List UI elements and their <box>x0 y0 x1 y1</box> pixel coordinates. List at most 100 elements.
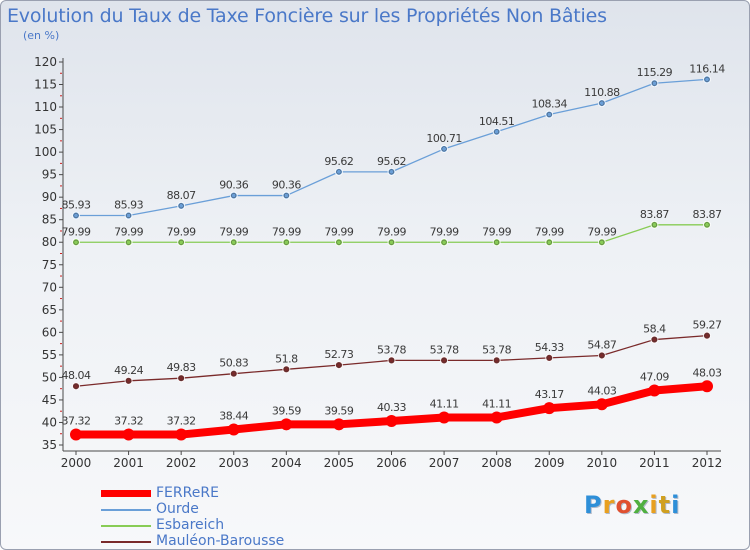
chart-subtitle: (en %) <box>23 29 60 42</box>
legend-swatch <box>101 490 151 497</box>
x-tick-label: 2007 <box>429 456 460 470</box>
x-tick-label: 2012 <box>692 456 723 470</box>
data-label: 108.34 <box>532 98 568 111</box>
data-point-core <box>704 333 710 339</box>
data-label: 37.32 <box>62 415 91 428</box>
chart-title: Evolution du Taux de Taxe Foncière sur l… <box>7 5 607 27</box>
data-label: 79.99 <box>430 225 459 238</box>
y-tick-label: 60 <box>42 325 57 339</box>
y-minor-tick <box>60 117 62 119</box>
y-minor-tick <box>60 365 62 367</box>
x-tick-label: 2008 <box>481 456 512 470</box>
chart-axes: 35 40 45 50 55 60 65 70 75 80 85 90 95 100 105 110 115 12… <box>34 55 722 470</box>
y-minor-tick <box>60 298 62 300</box>
data-label: 116.14 <box>689 62 725 75</box>
data-label: 83.87 <box>693 208 722 221</box>
data-point-core <box>178 239 184 245</box>
data-label: 49.24 <box>114 364 143 377</box>
data-point <box>227 423 240 436</box>
legend-label: Esbareich <box>156 517 225 533</box>
logo-letter: x <box>632 491 650 519</box>
legend-swatch <box>101 509 151 511</box>
data-point-core <box>231 193 237 198</box>
data-point <box>543 402 556 415</box>
y-minor-tick <box>60 72 62 74</box>
data-point <box>175 428 188 441</box>
data-point-core <box>494 129 500 135</box>
y-tick-label: 45 <box>42 393 57 407</box>
data-label: 54.33 <box>535 341 564 354</box>
data-point <box>701 380 713 393</box>
data-point-core <box>231 239 237 245</box>
data-point-core <box>652 80 657 86</box>
logo-letter: i <box>671 491 681 519</box>
data-point-core <box>389 239 394 245</box>
data-point-core <box>178 203 184 209</box>
data-label: 100.71 <box>426 132 462 145</box>
data-point-core <box>599 353 605 358</box>
data-point-core <box>336 239 342 245</box>
legend-label: Mauléon-Barousse <box>156 533 285 549</box>
data-point-core <box>73 383 79 389</box>
data-point-core <box>652 222 657 228</box>
chart-data-labels: 85.93 85.93 88.07 90.36 90.36 95.62 95.62 100.7… <box>62 62 726 427</box>
data-label: 48.03 <box>693 366 722 379</box>
y-minor-tick <box>60 343 62 345</box>
y-minor-tick <box>60 388 62 390</box>
data-label: 95.62 <box>377 155 406 168</box>
data-label: 41.11 <box>482 397 511 410</box>
x-tick-label: 2011 <box>639 456 670 470</box>
data-label: 40.33 <box>377 401 406 414</box>
legend-swatch <box>101 541 151 543</box>
y-minor-tick <box>60 275 62 277</box>
data-point-core <box>389 357 394 363</box>
data-label: 85.93 <box>114 199 143 212</box>
data-label: 52.73 <box>324 348 353 361</box>
x-tick-label: 2003 <box>218 456 249 470</box>
y-minor-tick <box>60 207 62 209</box>
data-label: 53.78 <box>482 343 511 356</box>
data-label: 47.09 <box>640 371 669 384</box>
y-tick-label: 90 <box>42 190 57 204</box>
y-minor-tick <box>60 162 62 164</box>
data-point-core <box>126 378 131 384</box>
data-point-core <box>652 337 657 342</box>
y-tick-label: 75 <box>42 258 57 272</box>
y-minor-tick <box>60 185 62 187</box>
data-label: 37.32 <box>167 415 196 428</box>
data-label: 115.29 <box>637 66 673 79</box>
x-tick-label: 2001 <box>113 456 144 470</box>
data-point-core <box>546 239 552 245</box>
data-point <box>438 411 451 424</box>
data-label: 95.62 <box>324 155 353 168</box>
data-label: 85.93 <box>62 199 91 212</box>
data-point-core <box>546 112 552 117</box>
data-label: 79.99 <box>114 225 143 238</box>
proxiti-logo: Proxiti <box>584 491 680 519</box>
data-point-core <box>126 239 131 245</box>
y-tick-label: 95 <box>42 168 57 182</box>
data-point-core <box>178 375 184 381</box>
x-tick-label: 2010 <box>587 456 618 470</box>
y-tick-label: 35 <box>42 438 57 452</box>
data-point <box>490 411 503 424</box>
data-label: 41.11 <box>430 397 459 410</box>
data-point-core <box>283 366 289 372</box>
y-tick-label: 105 <box>34 123 57 137</box>
data-point-core <box>336 362 342 368</box>
legend-label: Ourde <box>156 501 199 517</box>
y-tick-label: 70 <box>42 280 57 294</box>
data-label: 79.99 <box>377 225 406 238</box>
data-point-core <box>283 239 289 245</box>
data-point-core <box>494 357 500 363</box>
data-point <box>122 428 135 441</box>
data-label: 38.44 <box>219 409 248 422</box>
y-tick-label: 100 <box>34 145 57 159</box>
y-tick-label: 50 <box>42 370 57 384</box>
data-point-core <box>599 100 605 106</box>
data-point-core <box>441 239 447 245</box>
data-point-core <box>704 76 710 82</box>
data-label: 59.27 <box>693 319 722 332</box>
y-minor-tick <box>60 140 62 142</box>
